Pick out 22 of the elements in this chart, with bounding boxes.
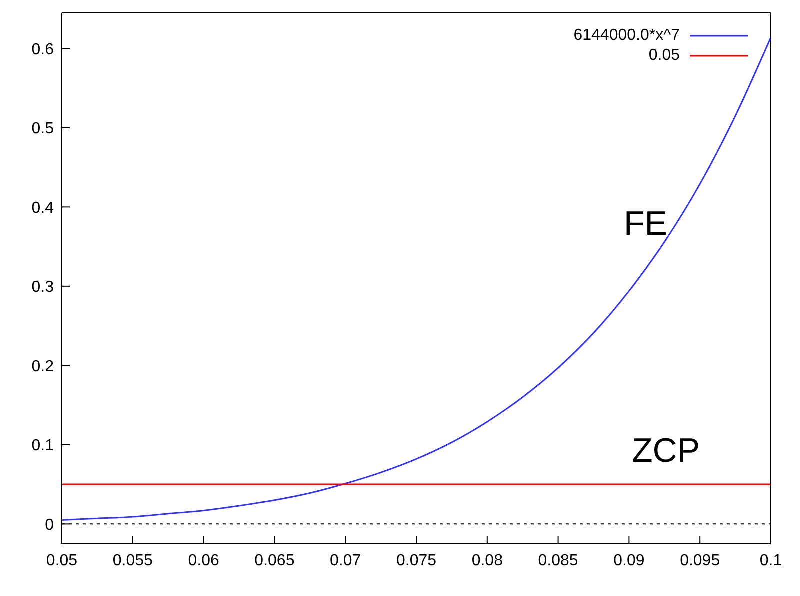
x-tick-label: 0.06 [188,552,220,570]
y-tick-label: 0 [45,516,54,534]
x-tick-label: 0.065 [254,552,295,570]
annotation: FE [624,205,668,243]
y-tick-label: 0.5 [32,120,54,138]
y-tick-label: 0.4 [32,200,54,217]
x-tick-label: 0.07 [330,552,362,570]
annotation: ZCP [632,432,700,470]
x-tick-label: 0.1 [760,552,782,570]
legend-label: 6144000.0*x^7 [574,27,680,45]
x-tick-label: 0.05 [46,552,78,570]
y-tick-label: 0.2 [32,358,54,376]
y-tick-label: 0.6 [32,41,54,58]
x-tick-label: 0.09 [614,552,645,570]
x-tick-label: 0.055 [112,552,154,570]
x-tick-label: 0.08 [472,552,504,570]
x-tick-label: 0.095 [680,552,720,570]
y-tick-label: 0.1 [32,438,54,455]
legend-label: 0.05 [648,47,680,65]
x-tick-label: 0.085 [538,552,578,570]
x-tick-label: 0.075 [396,552,437,570]
y-tick-label: 0.3 [32,279,54,296]
